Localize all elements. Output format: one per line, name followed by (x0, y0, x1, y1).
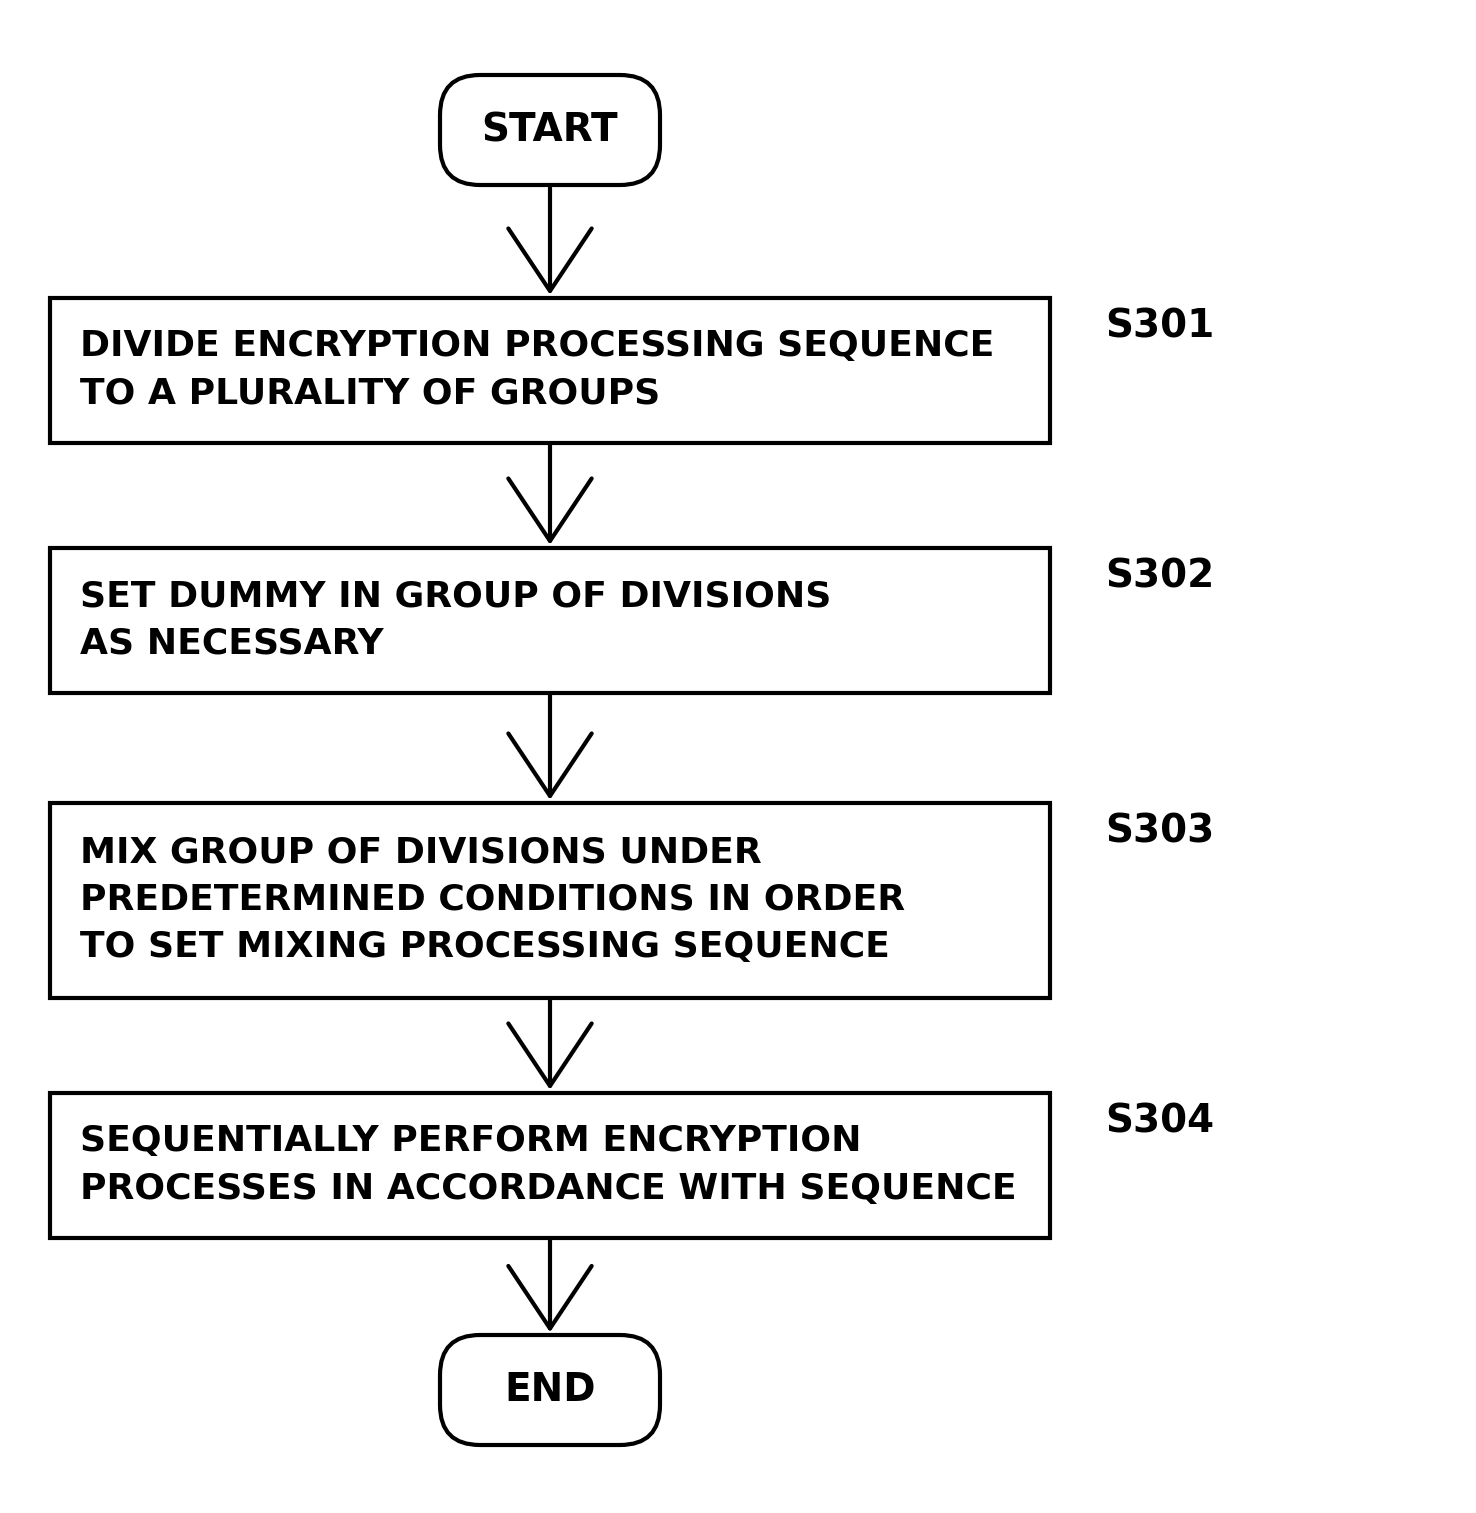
Text: S302: S302 (1106, 557, 1215, 596)
Text: SET DUMMY IN GROUP OF DIVISIONS
AS NECESSARY: SET DUMMY IN GROUP OF DIVISIONS AS NECES… (80, 579, 831, 661)
Text: START: START (481, 110, 618, 148)
Text: MIX GROUP OF DIVISIONS UNDER
PREDETERMINED CONDITIONS IN ORDER
TO SET MIXING PRO: MIX GROUP OF DIVISIONS UNDER PREDETERMIN… (80, 835, 905, 964)
Text: S301: S301 (1106, 307, 1215, 345)
FancyBboxPatch shape (440, 1334, 660, 1445)
FancyBboxPatch shape (440, 76, 660, 185)
FancyBboxPatch shape (50, 298, 1049, 442)
Text: S303: S303 (1106, 812, 1215, 850)
FancyBboxPatch shape (50, 548, 1049, 693)
Text: DIVIDE ENCRYPTION PROCESSING SEQUENCE
TO A PLURALITY OF GROUPS: DIVIDE ENCRYPTION PROCESSING SEQUENCE TO… (80, 330, 995, 410)
FancyBboxPatch shape (50, 802, 1049, 997)
Text: END: END (505, 1371, 596, 1409)
Text: SEQUENTIALLY PERFORM ENCRYPTION
PROCESSES IN ACCORDANCE WITH SEQUENCE: SEQUENTIALLY PERFORM ENCRYPTION PROCESSE… (80, 1124, 1017, 1206)
Text: S304: S304 (1106, 1103, 1215, 1141)
FancyBboxPatch shape (50, 1092, 1049, 1238)
